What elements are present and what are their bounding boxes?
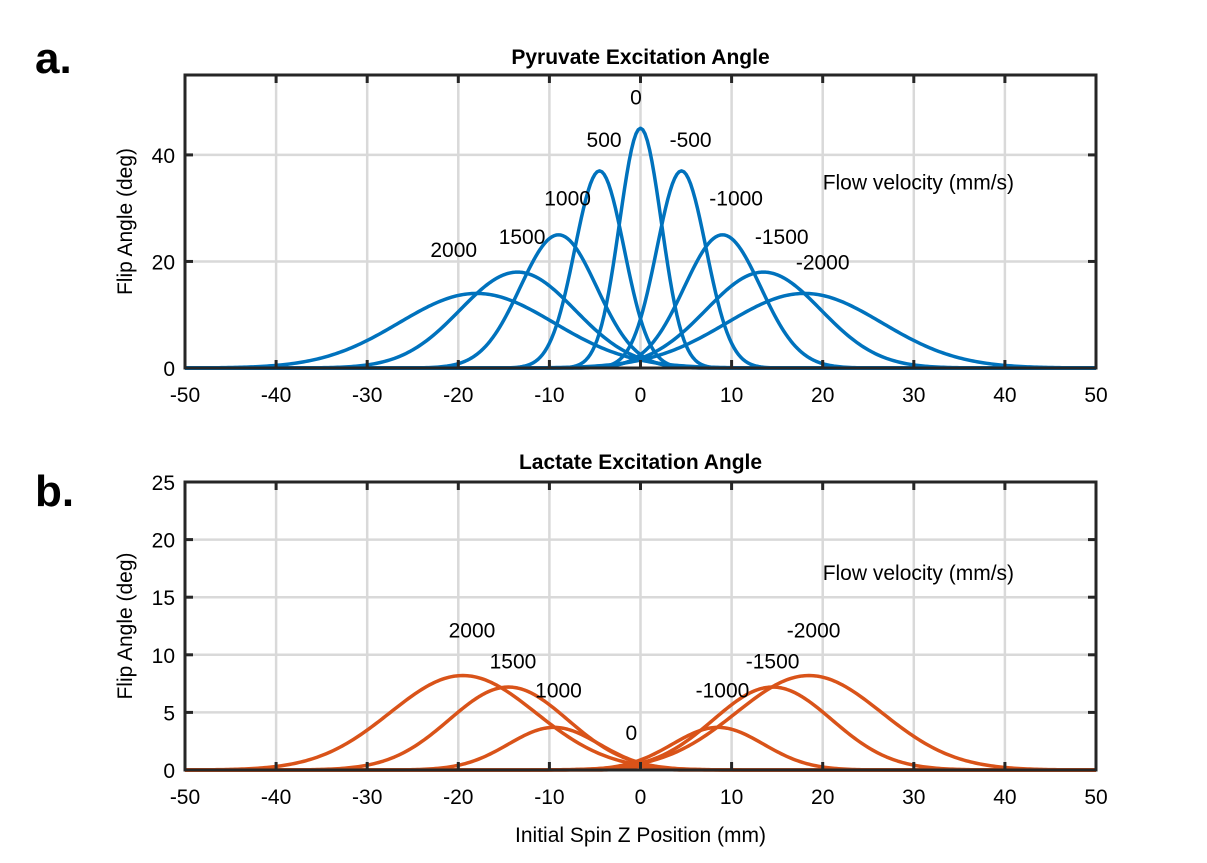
- panel-a-series-label--2000: -2000: [796, 251, 850, 274]
- panel-a-series-label-500: 500: [587, 129, 622, 152]
- panel-a-series-label-0: 0: [630, 86, 642, 109]
- panel-b-xlabel: Initial Spin Z Position (mm): [515, 824, 766, 847]
- panel-b-series-label-2000: 2000: [449, 620, 496, 643]
- panel-b-xtick-label: 40: [993, 786, 1016, 809]
- panel-b-xtick-label: 0: [635, 786, 647, 809]
- panel-b-annotation: Flow velocity (mm/s): [823, 562, 1014, 585]
- panel-b-xtick-label: 20: [811, 786, 834, 809]
- panel-a-xtick-label: 40: [993, 384, 1016, 407]
- panel-b-ytick-label: 0: [163, 760, 175, 783]
- panel-a-series-label--500: -500: [670, 129, 712, 152]
- panel-a-ytick-label: 0: [163, 358, 175, 381]
- panel-a-annotation: Flow velocity (mm/s): [823, 172, 1014, 195]
- panel-b-xtick-label: -40: [261, 786, 291, 809]
- panel-b-ytick-label: 15: [152, 587, 175, 610]
- panel-b-xtick-label: -30: [352, 786, 382, 809]
- panel-b-ytick-label: 10: [152, 645, 175, 668]
- panel-a-xtick-label: 10: [720, 384, 743, 407]
- panel-b-ytick-label: 20: [152, 530, 175, 553]
- panel-a-xtick-label: 50: [1084, 384, 1107, 407]
- panel-a-series-label--1500: -1500: [755, 226, 809, 249]
- panel-b-ytick-label: 25: [152, 472, 175, 495]
- panel-b-title: Lactate Excitation Angle: [519, 451, 762, 474]
- panel-a-xtick-label: -30: [352, 384, 382, 407]
- panel-b-series-label-1500: 1500: [490, 651, 537, 674]
- panel-b-xtick-label: 50: [1084, 786, 1107, 809]
- panel-a-xtick-label: -50: [170, 384, 200, 407]
- panel-b-xtick-label: -20: [443, 786, 473, 809]
- panel-b-xtick-label: 30: [902, 786, 925, 809]
- panel-a-xtick-label: 30: [902, 384, 925, 407]
- panel-a-letter: a.: [35, 34, 72, 83]
- panel-a-ylabel: Flip Angle (deg): [114, 148, 137, 295]
- panel-a-xtick-label: 0: [635, 384, 647, 407]
- panel-a-ytick-label: 40: [152, 145, 175, 168]
- panel-a-series-label-1500: 1500: [499, 226, 546, 249]
- panel-a-series-label-2000: 2000: [430, 239, 477, 262]
- panel-b-xtick-label: -50: [170, 786, 200, 809]
- panel-a-title: Pyruvate Excitation Angle: [511, 46, 769, 69]
- panel-b-series-label--2000: -2000: [787, 620, 841, 643]
- panel-a-ytick-label: 20: [152, 251, 175, 274]
- panel-a-series-label-1000: 1000: [544, 188, 591, 211]
- panel-b-xtick-label: 10: [720, 786, 743, 809]
- panel-b-xtick-label: -10: [534, 786, 564, 809]
- panel-a-xtick-label: -10: [534, 384, 564, 407]
- panel-a-xtick-label: -20: [443, 384, 473, 407]
- panel-b-ytick-label: 5: [163, 702, 175, 725]
- panel-a-xtick-label: -40: [261, 384, 291, 407]
- panel-b-series-label--1500: -1500: [746, 651, 800, 674]
- panel-a-xtick-label: 20: [811, 384, 834, 407]
- panel-b-series-label-0: 0: [626, 722, 638, 745]
- panel-b-letter: b.: [35, 467, 74, 516]
- panel-b-ylabel: Flip Angle (deg): [114, 552, 137, 699]
- panel-b-series-label-1000: 1000: [535, 679, 582, 702]
- panel-b-series-label--1000: -1000: [696, 679, 750, 702]
- panel-a-series-label--1000: -1000: [709, 188, 763, 211]
